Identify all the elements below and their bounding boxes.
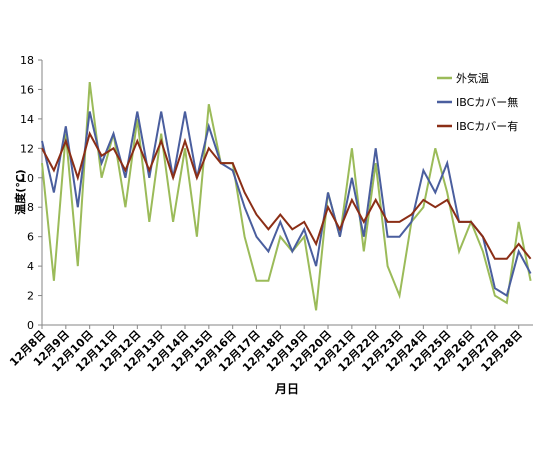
- y-tick-label: 14: [20, 113, 34, 126]
- legend-label: 外気温: [456, 71, 489, 85]
- y-axis-label: 温度(℃): [13, 169, 27, 214]
- y-tick-label: 10: [20, 172, 34, 185]
- series-line: [41, 111, 532, 298]
- y-tick-label: 18: [20, 54, 34, 67]
- y-tick-label: 4: [27, 260, 34, 273]
- y-tick-label: 2: [27, 290, 34, 303]
- series-line: [41, 81, 532, 311]
- y-tick-label: 8: [27, 201, 34, 214]
- y-tick-label: 12: [20, 142, 34, 155]
- y-tick-label: 6: [27, 231, 34, 244]
- y-tick-label: 16: [20, 83, 34, 96]
- legend-label: IBCカバー有: [456, 119, 518, 133]
- y-tick-label: 0: [27, 319, 34, 332]
- legend-label: IBCカバー無: [456, 95, 518, 109]
- series-line: [41, 130, 532, 260]
- x-axis-label: 月日: [274, 382, 299, 396]
